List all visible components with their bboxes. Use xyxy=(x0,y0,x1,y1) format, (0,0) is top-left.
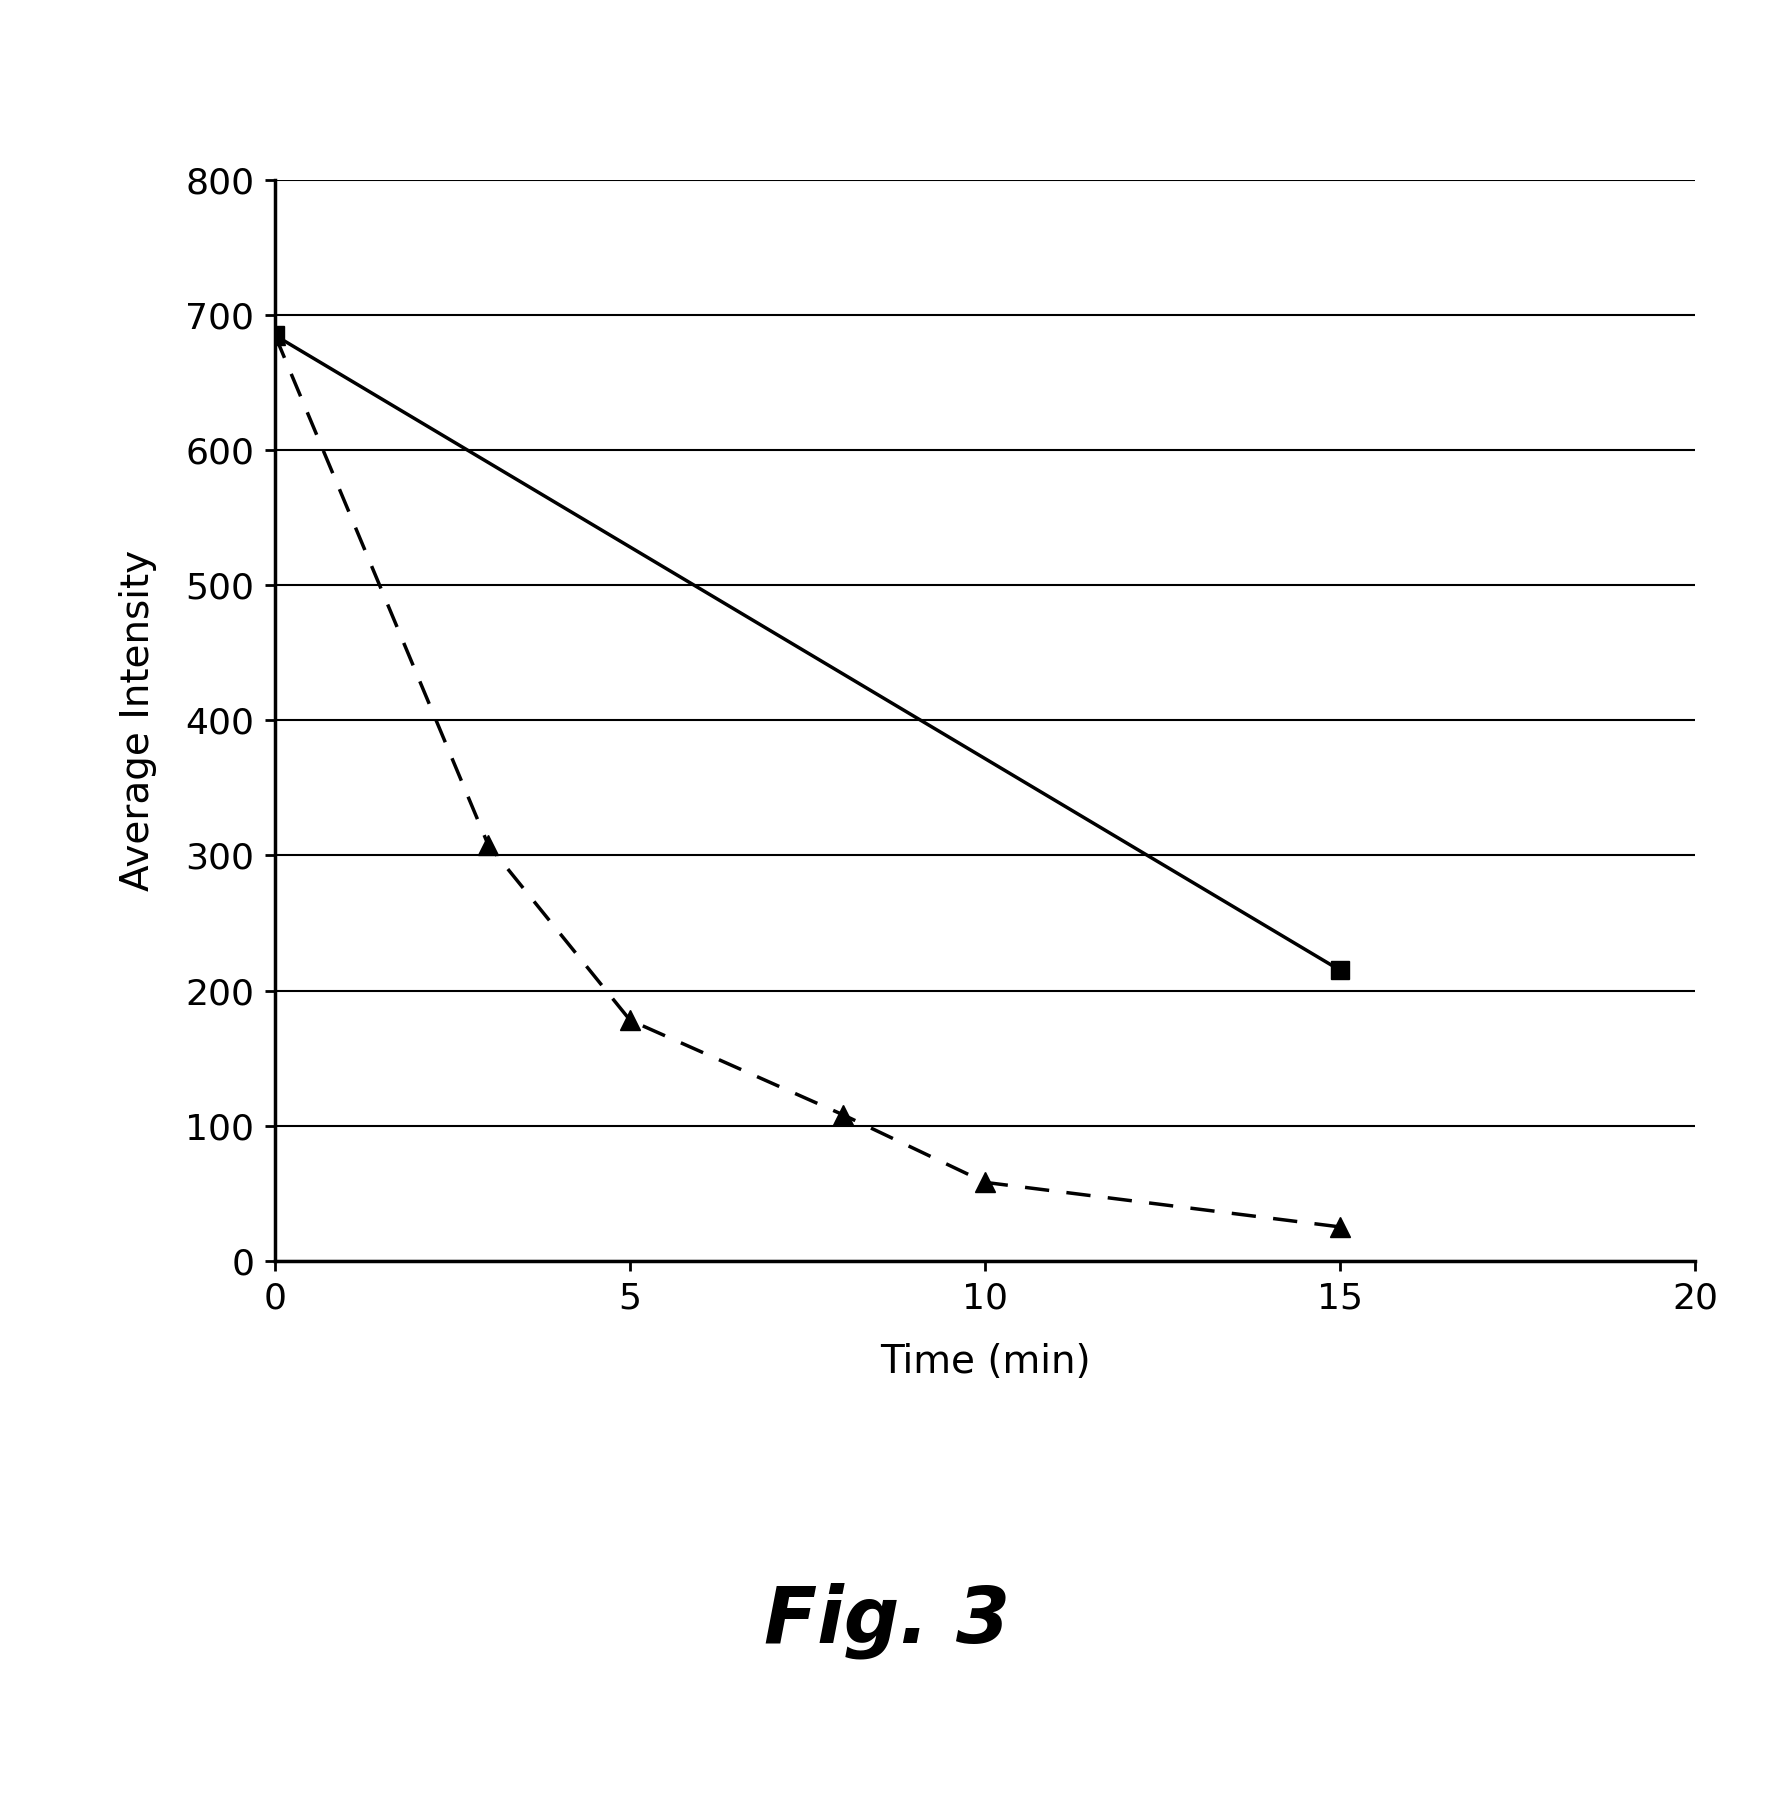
Y-axis label: Average Intensity: Average Intensity xyxy=(119,549,158,891)
X-axis label: Time (min): Time (min) xyxy=(880,1344,1090,1381)
Text: Fig. 3: Fig. 3 xyxy=(765,1583,1010,1659)
